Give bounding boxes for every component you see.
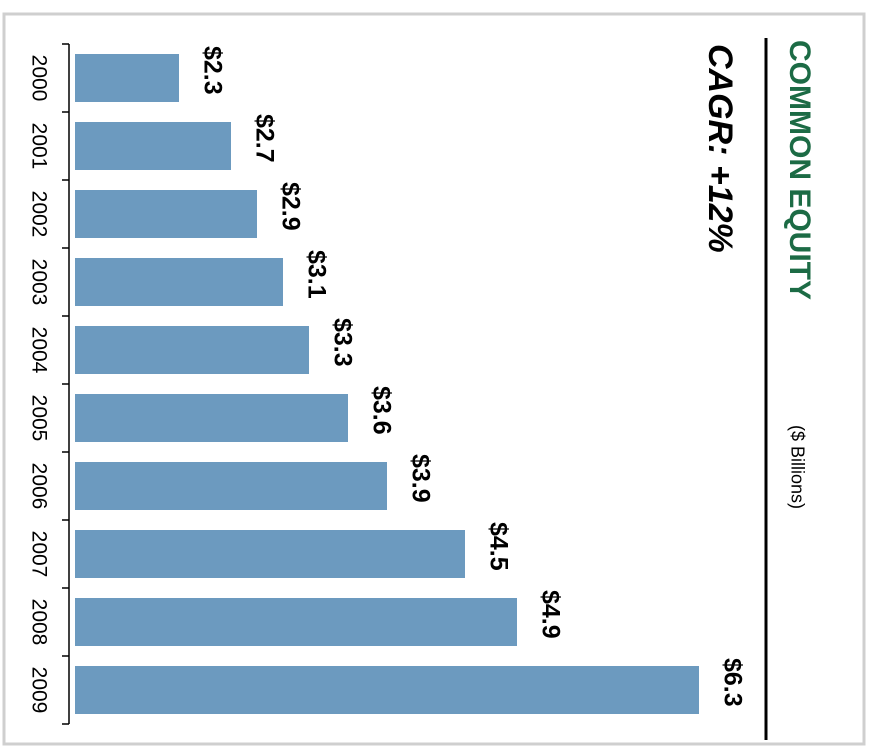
value-label: $3.1	[302, 250, 330, 299]
bar	[75, 394, 348, 442]
x-tick-label: 2003	[27, 259, 50, 306]
bar	[75, 666, 699, 714]
x-tick-label: 2004	[27, 327, 50, 374]
bar	[75, 598, 517, 646]
x-tick-label: 2008	[27, 599, 50, 646]
value-label: $4.9	[536, 590, 564, 639]
x-tick-label: 2009	[27, 667, 50, 714]
x-tick-label: 2007	[27, 531, 50, 578]
value-label: $3.6	[367, 386, 395, 435]
annotation: CAGR: +12%	[701, 44, 739, 253]
value-label: $4.5	[484, 522, 512, 571]
chart-subtitle: ($ Billions)	[787, 425, 807, 509]
bar	[75, 122, 231, 170]
value-label: $2.3	[198, 46, 226, 95]
bar	[75, 190, 257, 238]
x-tick-label: 2000	[27, 55, 50, 102]
value-label: $6.3	[718, 658, 746, 707]
bar	[75, 54, 179, 102]
bar	[75, 462, 387, 510]
x-tick-label: 2002	[27, 191, 50, 238]
value-label: $2.7	[250, 114, 278, 163]
chart-title: COMMON EQUITY	[783, 40, 816, 300]
x-tick-label: 2006	[27, 463, 50, 510]
value-label: $3.3	[328, 318, 356, 367]
bar	[75, 326, 309, 374]
value-label: $2.9	[276, 182, 304, 231]
x-tick-label: 2001	[27, 123, 50, 170]
x-tick-label: 2005	[27, 395, 50, 442]
value-label: $3.9	[406, 454, 434, 503]
bar	[75, 258, 283, 306]
bar	[75, 530, 465, 578]
